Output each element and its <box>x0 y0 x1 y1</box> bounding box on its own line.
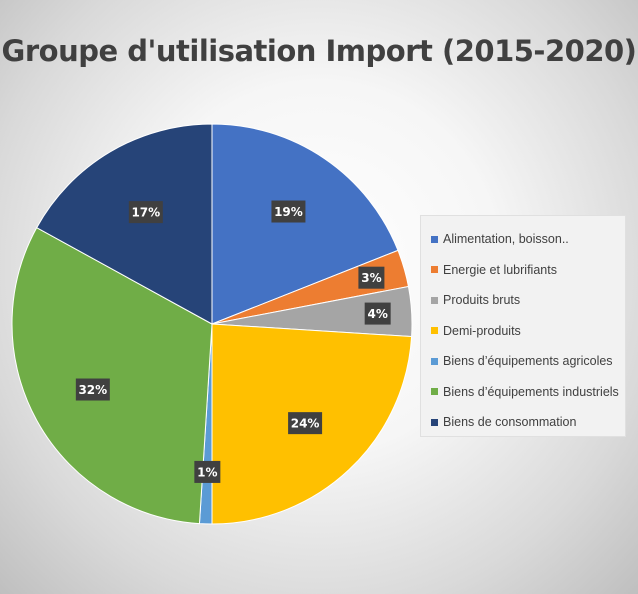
legend-label: Biens d’équipements agricoles <box>443 354 613 369</box>
data-label-background <box>271 200 306 223</box>
data-label: 24% <box>291 417 320 431</box>
legend-label: Biens de consommation <box>443 415 577 430</box>
legend-item-equipements-industriels: Biens d’équipements industriels <box>431 377 625 408</box>
pie-slice <box>36 123 213 325</box>
pie-slice <box>11 226 213 525</box>
data-label: 17% <box>131 206 160 220</box>
legend-item-demi-produits: Demi-produits <box>431 316 625 347</box>
data-label-background <box>288 412 323 435</box>
data-label-background <box>128 201 163 224</box>
pie-slice <box>211 123 399 325</box>
data-label: 4% <box>367 307 387 321</box>
data-label-background <box>75 378 110 401</box>
chart-title: Groupe d'utilisation Import (2015-2020) <box>1 34 637 68</box>
legend-label: Energie et lubrifiants <box>443 262 557 277</box>
legend-item-equipements-agricoles: Biens d’équipements agricoles <box>431 346 625 377</box>
legend-label: Alimentation, boisson.. <box>443 232 569 247</box>
legend-item-consommation: Biens de consommation <box>431 407 625 438</box>
data-label-background <box>358 266 385 289</box>
data-label: 3% <box>361 271 381 285</box>
legend-swatch <box>431 235 438 243</box>
legend-label: Biens d’équipements industriels <box>443 384 619 399</box>
legend-swatch <box>431 266 438 274</box>
legend-label: Produits bruts <box>443 293 521 308</box>
legend-label: Demi-produits <box>443 323 521 338</box>
data-label-background <box>364 302 391 325</box>
data-label: 1% <box>197 465 217 479</box>
data-label: 32% <box>78 383 107 397</box>
legend-swatch <box>431 327 438 335</box>
legend-swatch <box>431 357 438 365</box>
data-label-background <box>194 460 221 483</box>
legend-swatch <box>431 296 438 304</box>
legend: Alimentation, boisson.. Energie et lubri… <box>420 215 626 437</box>
legend-item-energie: Energie et lubrifiants <box>431 255 625 286</box>
legend-item-alimentation: Alimentation, boisson.. <box>431 224 625 255</box>
legend-swatch <box>431 418 438 426</box>
legend-item-produits-bruts: Produits bruts <box>431 285 625 316</box>
data-label: 19% <box>274 205 303 219</box>
legend-swatch <box>431 388 438 396</box>
